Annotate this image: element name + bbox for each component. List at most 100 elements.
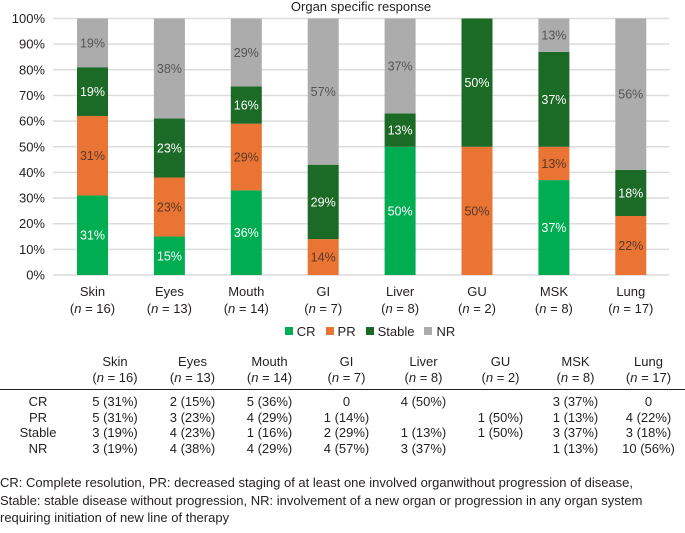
- y-tick-label: 40%: [19, 165, 45, 180]
- legend-item-cr: CR: [284, 322, 316, 340]
- data-label-cr: 50%: [388, 204, 413, 218]
- x-tick-label: GU: [467, 284, 487, 299]
- table-column-header: Eyes (n = 13): [169, 354, 216, 385]
- legend-label: PR: [337, 323, 356, 339]
- data-label-cr: 31%: [80, 229, 105, 243]
- table-row: NR 3 (19%) 4 (38%) 4 (29%) 4 (57%) 3 (37%) 1 (…: [0, 441, 685, 457]
- x-axis: Skin (n = 16) Eyes (n = 13) Mouth (n = 14) GI (…: [70, 284, 653, 316]
- data-label-stable: 16%: [234, 99, 259, 113]
- y-tick-label: 70%: [19, 88, 45, 103]
- table-row-label: CR: [28, 394, 48, 409]
- bar-segment-stable: [153, 118, 185, 178]
- legend-swatch: [284, 327, 293, 335]
- table-corner: [0, 354, 76, 390]
- bar-segment-stable: [77, 67, 108, 116]
- x-tick-label: Liver: [386, 284, 415, 299]
- y-tick-label: 30%: [19, 191, 45, 206]
- table-cell: 0: [644, 394, 653, 409]
- data-label-nr: 57%: [311, 85, 336, 99]
- table-cell: [385, 410, 462, 426]
- stacked-bar-chart: Organ specific response 0% 10% 20% 30% 40% 50…: [12, 0, 669, 316]
- table-cell: 3 (18%): [625, 425, 672, 440]
- y-tick-label: 90%: [19, 37, 45, 52]
- x-tick-n-label: (n = 14): [224, 301, 269, 316]
- x-tick-n-label: (n = 8): [381, 301, 419, 316]
- y-axis: 0% 10% 20% 30% 40% 50% 60% 70% 80% 90% 100%: [12, 11, 46, 283]
- bar-segment-cr: [538, 180, 570, 275]
- x-tick-label: GI: [316, 284, 330, 299]
- table-cell: 0: [342, 394, 351, 409]
- table-cell: 4 (29%): [246, 409, 293, 425]
- table-column-header: Liver (n = 8): [404, 354, 443, 385]
- data-label-stable: 37%: [541, 93, 566, 107]
- legend-item-pr: PR: [325, 322, 356, 340]
- bar-segment-pr: [77, 115, 108, 196]
- data-label-pr: 14%: [311, 251, 336, 265]
- table-cell: 4 (23%): [169, 425, 216, 440]
- bar-segment-cr: [77, 195, 108, 275]
- table-column-header: GI (n = 7): [327, 354, 366, 385]
- gridlines: [53, 17, 669, 276]
- data-label-cr: 37%: [541, 221, 566, 235]
- data-label-stable: 50%: [464, 76, 489, 90]
- table-row: PR 5 (31%) 3 (23%) 4 (29%) 1 (14%) 1 (50%) 1 (…: [0, 410, 685, 426]
- table-cell: 4 (50%): [400, 394, 447, 409]
- table-row-label: PR: [28, 409, 48, 425]
- bar-segment-cr: [384, 146, 416, 275]
- x-tick-n-label: (n = 7): [304, 301, 342, 316]
- legend-item-nr: NR: [424, 322, 455, 340]
- data-label-pr: 31%: [80, 149, 105, 163]
- bar-segment-stable: [230, 86, 262, 124]
- data-label-nr: 13%: [541, 29, 566, 43]
- data-label-cr: 15%: [157, 249, 182, 263]
- table-cell: 1 (14%): [323, 409, 370, 425]
- bar-segment-nr: [538, 18, 570, 52]
- table-cell: 5 (36%): [246, 394, 293, 409]
- table-cell: 3 (37%): [552, 394, 599, 409]
- bar-segment-stable: [384, 113, 416, 147]
- table-column-header: MSK (n = 8): [556, 354, 595, 385]
- y-tick-label: 0%: [26, 268, 45, 283]
- table-cell: 4 (29%): [246, 440, 293, 456]
- table-cell: 1 (13%): [552, 440, 599, 456]
- data-label-pr: 22%: [618, 239, 643, 253]
- y-tick-label: 10%: [19, 242, 45, 257]
- table-cell: 3 (23%): [169, 409, 216, 425]
- table-cell: [462, 441, 539, 457]
- table-column-header: GU (n = 2): [481, 354, 520, 385]
- y-tick-label: 80%: [19, 62, 45, 77]
- data-label-nr: 29%: [234, 46, 259, 60]
- data-label-nr: 37%: [388, 59, 413, 73]
- x-tick-label: Skin: [80, 284, 105, 299]
- table-cell: 1 (13%): [552, 409, 599, 425]
- bar-segment-stable: [615, 169, 647, 217]
- bar-segment-pr: [153, 177, 185, 237]
- legend-swatch: [325, 327, 334, 335]
- bar-segment-nr: [307, 18, 339, 165]
- data-label-cr: 36%: [234, 226, 259, 240]
- bar-segment-nr: [153, 18, 185, 119]
- table-cell: 10 (56%): [622, 440, 675, 456]
- legend-label: CR: [296, 323, 316, 339]
- table-cell: 5 (31%): [92, 394, 138, 409]
- x-tick-n-label: (n = 16): [70, 301, 115, 316]
- table-row-label: NR: [28, 440, 48, 456]
- footnote: CR: Complete resolution, PR: decreased s…: [0, 474, 685, 527]
- legend-swatch: [424, 327, 433, 335]
- data-label-pr: 13%: [541, 157, 566, 171]
- table-column-header: Skin (n = 16): [92, 354, 138, 385]
- legend-label: Stable: [377, 323, 415, 339]
- x-tick-n-label: (n = 8): [535, 301, 573, 316]
- bar-segment-pr: [461, 146, 493, 275]
- table-cell: 3 (19%): [92, 425, 138, 440]
- table-cell: 1 (50%): [477, 409, 524, 425]
- footnote-line-1: CR: Complete resolution, PR: decreased s…: [0, 475, 634, 490]
- y-tick-label: 20%: [19, 216, 45, 231]
- data-label-pr: 50%: [464, 204, 489, 218]
- bar-segment-cr: [230, 190, 262, 275]
- x-tick-n-label: (n = 17): [608, 301, 653, 316]
- table-row-label: Stable: [19, 425, 57, 440]
- table-cell: [462, 390, 539, 410]
- bar-segment-nr: [615, 18, 647, 170]
- table-cell: 5 (31%): [92, 409, 138, 425]
